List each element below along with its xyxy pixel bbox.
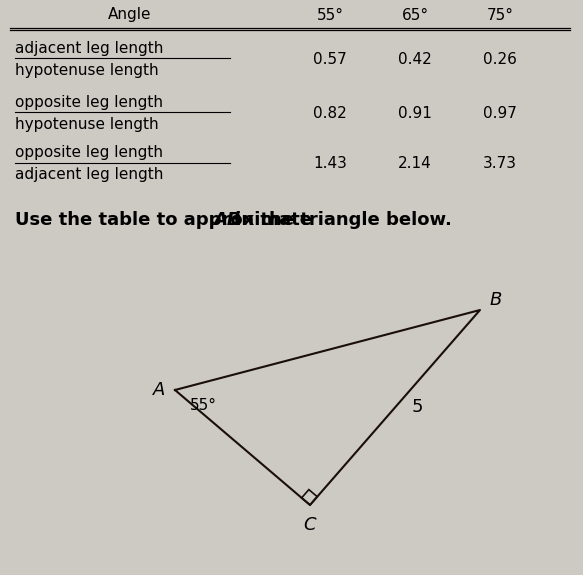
Text: 0.26: 0.26 — [483, 52, 517, 67]
Text: 55°: 55° — [317, 7, 343, 22]
Text: 1.43: 1.43 — [313, 156, 347, 171]
Text: 0.57: 0.57 — [313, 52, 347, 67]
Text: 65°: 65° — [402, 7, 429, 22]
Text: 3.73: 3.73 — [483, 156, 517, 171]
Text: hypotenuse length: hypotenuse length — [15, 63, 159, 78]
Text: Angle: Angle — [108, 7, 152, 22]
Text: 55°: 55° — [189, 398, 216, 413]
Text: C: C — [304, 516, 317, 534]
Text: in the triangle below.: in the triangle below. — [229, 211, 451, 229]
Text: adjacent leg length: adjacent leg length — [15, 40, 163, 56]
Text: 0.91: 0.91 — [398, 105, 432, 121]
Text: 0.97: 0.97 — [483, 105, 517, 121]
Text: 5: 5 — [411, 398, 423, 416]
Text: 75°: 75° — [486, 7, 514, 22]
Text: 0.82: 0.82 — [313, 105, 347, 121]
Text: 2.14: 2.14 — [398, 156, 432, 171]
Text: opposite leg length: opposite leg length — [15, 94, 163, 109]
Text: hypotenuse length: hypotenuse length — [15, 117, 159, 132]
Text: B: B — [490, 291, 502, 309]
Text: opposite leg length: opposite leg length — [15, 145, 163, 160]
Text: AB: AB — [213, 211, 241, 229]
Text: A: A — [153, 381, 165, 399]
Text: 0.42: 0.42 — [398, 52, 432, 67]
Text: adjacent leg length: adjacent leg length — [15, 167, 163, 182]
Text: Use the table to approximate: Use the table to approximate — [15, 211, 318, 229]
